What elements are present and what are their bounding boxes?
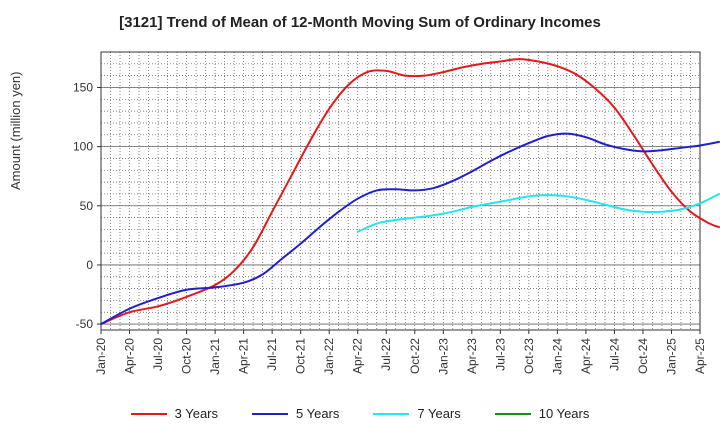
legend-label-3-years: 3 Years [174,406,218,421]
x-tick-label: Oct-23 [522,338,536,374]
x-tick-label: Jan-20 [94,338,108,375]
legend-item-7-years: 7 Years [373,406,461,421]
x-tick-label: Jan-24 [550,338,564,375]
x-tick-label: Oct-22 [408,338,422,374]
legend-swatch-5-years [252,412,288,415]
legend-item-10-years: 10 Years [494,406,590,421]
x-tick-label: Jul-20 [151,338,165,371]
series-line-3-years [100,58,720,326]
x-tick-label: Apr-22 [351,338,365,374]
legend-label-5-years: 5 Years [296,406,340,421]
x-tick-label: Jan-22 [322,338,336,375]
y-tick-label: 150 [73,80,93,94]
legend: 3 Years 5 Years 7 Years 10 Years [0,406,720,421]
x-tick-label: Apr-20 [123,338,137,374]
x-tick-label: Apr-21 [237,338,251,374]
plot-frame [100,51,701,331]
legend-swatch-10-years [494,412,531,415]
x-tick-label: Jul-23 [493,338,507,371]
legend-item-3-years: 3 Years [130,406,218,421]
x-tick-label: Apr-23 [465,338,479,374]
x-tick-label: Jan-23 [436,338,450,375]
y-tick-label: 100 [73,140,93,154]
x-tick-label: Oct-24 [636,338,650,374]
legend-item-5-years: 5 Years [252,406,339,421]
x-tick-label: Oct-20 [180,338,194,374]
plot-area [101,52,700,330]
series-line-5-years [100,132,720,326]
x-tick-label: Jan-21 [208,338,222,375]
legend-label-7-years: 7 Years [417,406,461,421]
x-tick-label: Jul-21 [265,338,279,371]
legend-swatch-7-years [373,412,410,415]
x-tick-label: Oct-21 [294,338,308,374]
y-tick-label: -50 [76,317,94,331]
x-tick-label: Apr-24 [579,338,593,374]
x-tick-label: Jul-22 [379,338,393,371]
x-tick-label: Apr-25 [693,338,707,374]
y-tick-label: 0 [86,258,93,272]
y-tick-label: 50 [80,199,94,213]
chart-title: [3121] Trend of Mean of 12-Month Moving … [119,14,601,31]
legend-label-10-years: 10 Years [538,406,590,421]
series-line-7-years [356,192,720,233]
legend-swatch-3-years [130,412,167,415]
x-tick-label: Jan-25 [664,338,678,375]
x-tick-label: Jul-24 [607,338,621,371]
